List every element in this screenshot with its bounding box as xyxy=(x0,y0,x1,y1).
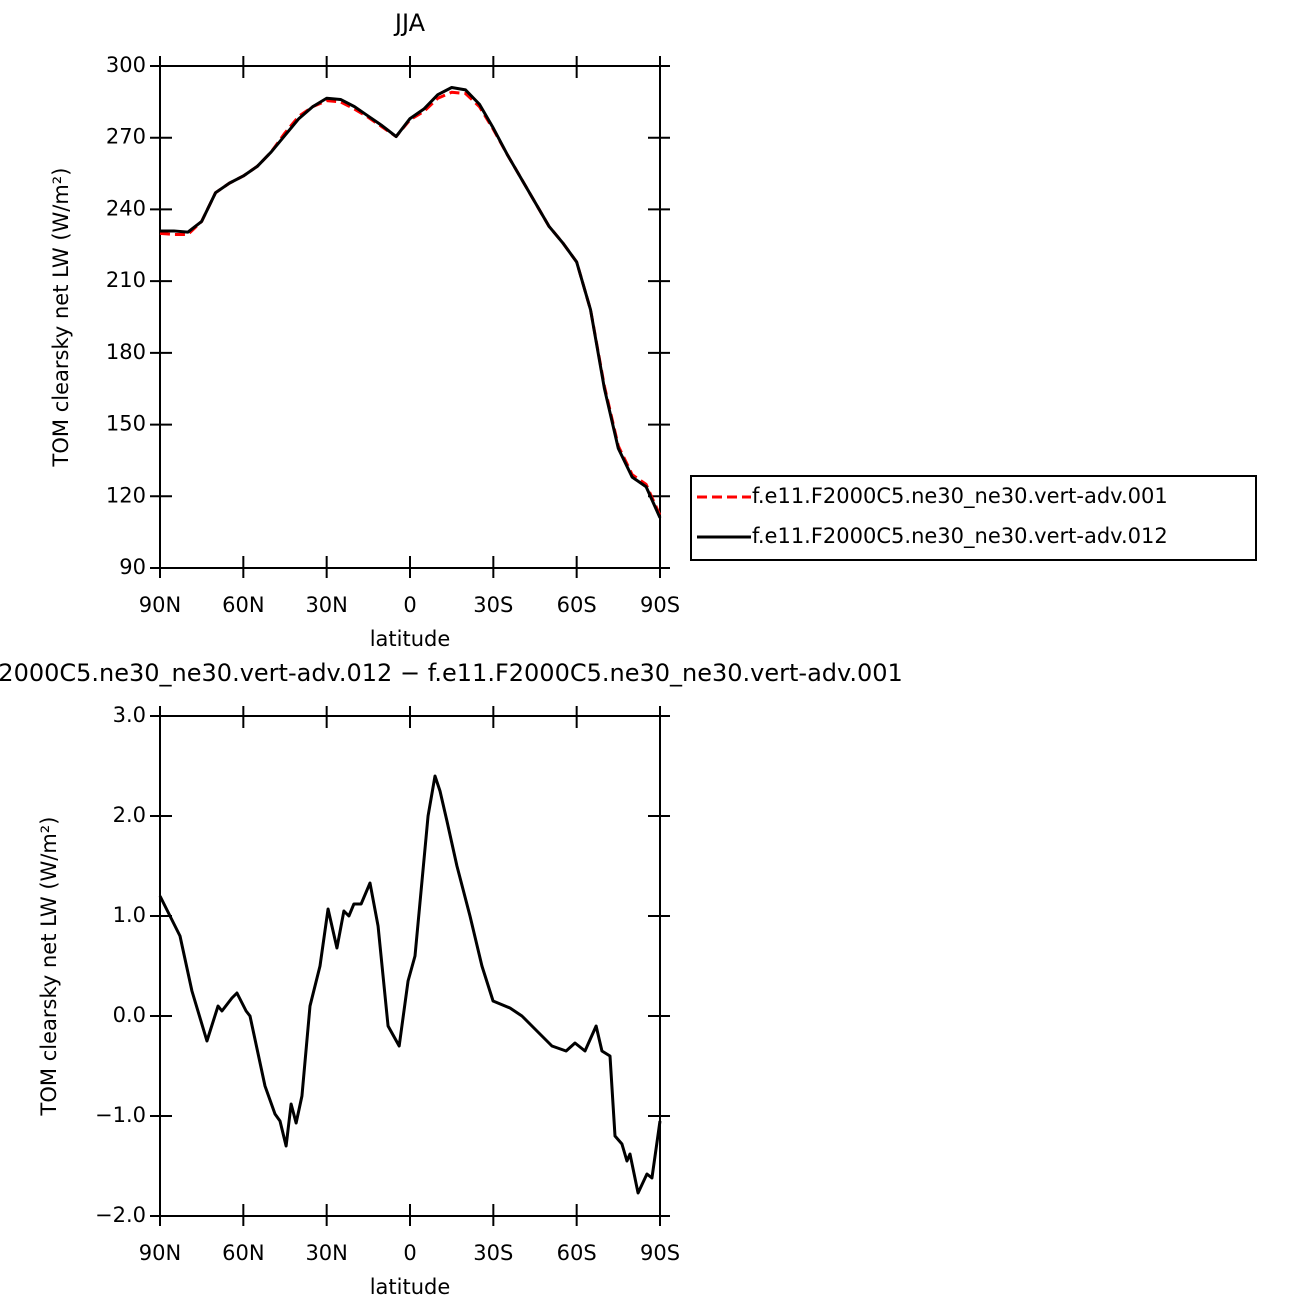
y-tick-label: −2.0 xyxy=(95,1203,146,1227)
x-tick-label: 60N xyxy=(222,1241,264,1265)
y-tick-label: 210 xyxy=(106,268,146,292)
y-tick-label: 270 xyxy=(106,125,146,149)
x-tick-label: 30N xyxy=(305,1241,347,1265)
x-tick-label: 60S xyxy=(557,593,597,617)
y-tick-label: −1.0 xyxy=(95,1103,146,1127)
x-tick-label: 0 xyxy=(403,593,416,617)
plot-frame xyxy=(159,65,661,569)
x-tick-label: 90S xyxy=(640,1241,680,1265)
x-tick-label: 30S xyxy=(473,1241,513,1265)
x-axis-label: latitude xyxy=(370,627,451,651)
y-tick-label: 150 xyxy=(106,412,146,436)
y-tick-label: 2.0 xyxy=(113,803,146,827)
chart-title: f.e11.F2000C5.ne30_ne30.vert-adv.012 − f… xyxy=(0,659,903,687)
x-tick-label: 90N xyxy=(139,593,181,617)
data-line xyxy=(158,774,662,1195)
y-axis-label: TOM clearsky net LW (W/m²) xyxy=(37,817,61,1117)
x-tick-label: 60S xyxy=(557,1241,597,1265)
y-tick-label: 1.0 xyxy=(113,903,146,927)
legend-label: f.e11.F2000C5.ne30_ne30.vert-adv.012 xyxy=(752,524,1168,549)
y-tick-label: 0.0 xyxy=(113,1003,146,1027)
x-tick-label: 90N xyxy=(139,1241,181,1265)
x-tick-label: 30S xyxy=(473,593,513,617)
data-line xyxy=(159,90,662,517)
y-axis-label: TOM clearsky net LW (W/m²) xyxy=(49,168,73,468)
y-tick-label: 120 xyxy=(106,483,146,507)
plot-frame xyxy=(159,715,661,1217)
y-tick-label: 3.0 xyxy=(113,703,146,727)
x-axis-label: latitude xyxy=(370,1275,451,1299)
y-tick-label: 90 xyxy=(119,555,146,579)
x-tick-label: 60N xyxy=(222,593,264,617)
y-tick-label: 180 xyxy=(106,340,146,364)
x-tick-label: 90S xyxy=(640,593,680,617)
chart-title: JJA xyxy=(393,9,426,37)
legend-box xyxy=(690,475,1257,561)
x-tick-label: 30N xyxy=(305,593,347,617)
x-tick-label: 0 xyxy=(403,1241,416,1265)
y-tick-label: 240 xyxy=(106,196,146,220)
y-tick-label: 300 xyxy=(106,53,146,77)
data-line xyxy=(160,86,662,519)
legend-label: f.e11.F2000C5.ne30_ne30.vert-adv.001 xyxy=(752,484,1168,509)
